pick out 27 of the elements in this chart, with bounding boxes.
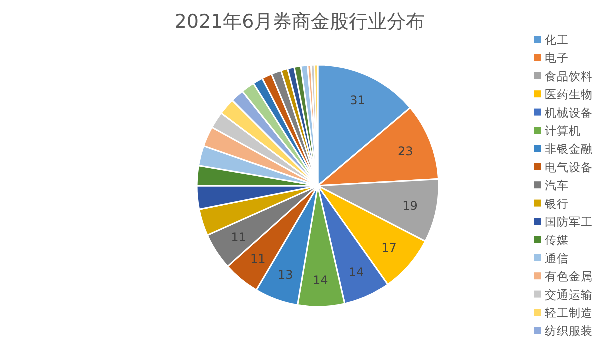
legend-label: 化工 [545, 33, 569, 48]
legend-label: 银行 [544, 196, 569, 211]
data-label: 19 [402, 198, 418, 213]
data-label: 14 [348, 265, 364, 280]
data-label: 11 [250, 252, 266, 266]
legend-label: 传媒 [545, 233, 569, 248]
chart-title: 2021年6月券商金股行业分布 [174, 11, 426, 33]
legend-label: 纺织服装 [545, 324, 593, 338]
legend-label: 非银金融 [545, 142, 593, 156]
legend-label: 汽车 [545, 178, 569, 193]
legend-label: 计算机 [545, 124, 581, 138]
data-label: 17 [382, 241, 397, 256]
data-label: 11 [231, 230, 246, 245]
legend-label: 机械设备 [545, 106, 593, 120]
legend-label: 国防军工 [545, 215, 593, 230]
legend-label: 交通运输 [545, 288, 593, 302]
legend-label: 通信 [545, 251, 569, 266]
legend-label: 电子 [545, 51, 569, 66]
legend-label: 食品饮料 [545, 69, 593, 84]
legend-label: 电气设备 [545, 160, 593, 174]
legend-label: 轻工制造 [545, 306, 593, 320]
legend-label: 医药生物 [545, 88, 593, 102]
data-label: 14 [313, 274, 328, 288]
legend-label: 有色金属 [545, 270, 593, 284]
data-label: 23 [398, 144, 414, 158]
data-label: 31 [350, 94, 366, 108]
data-label: 13 [278, 268, 294, 282]
